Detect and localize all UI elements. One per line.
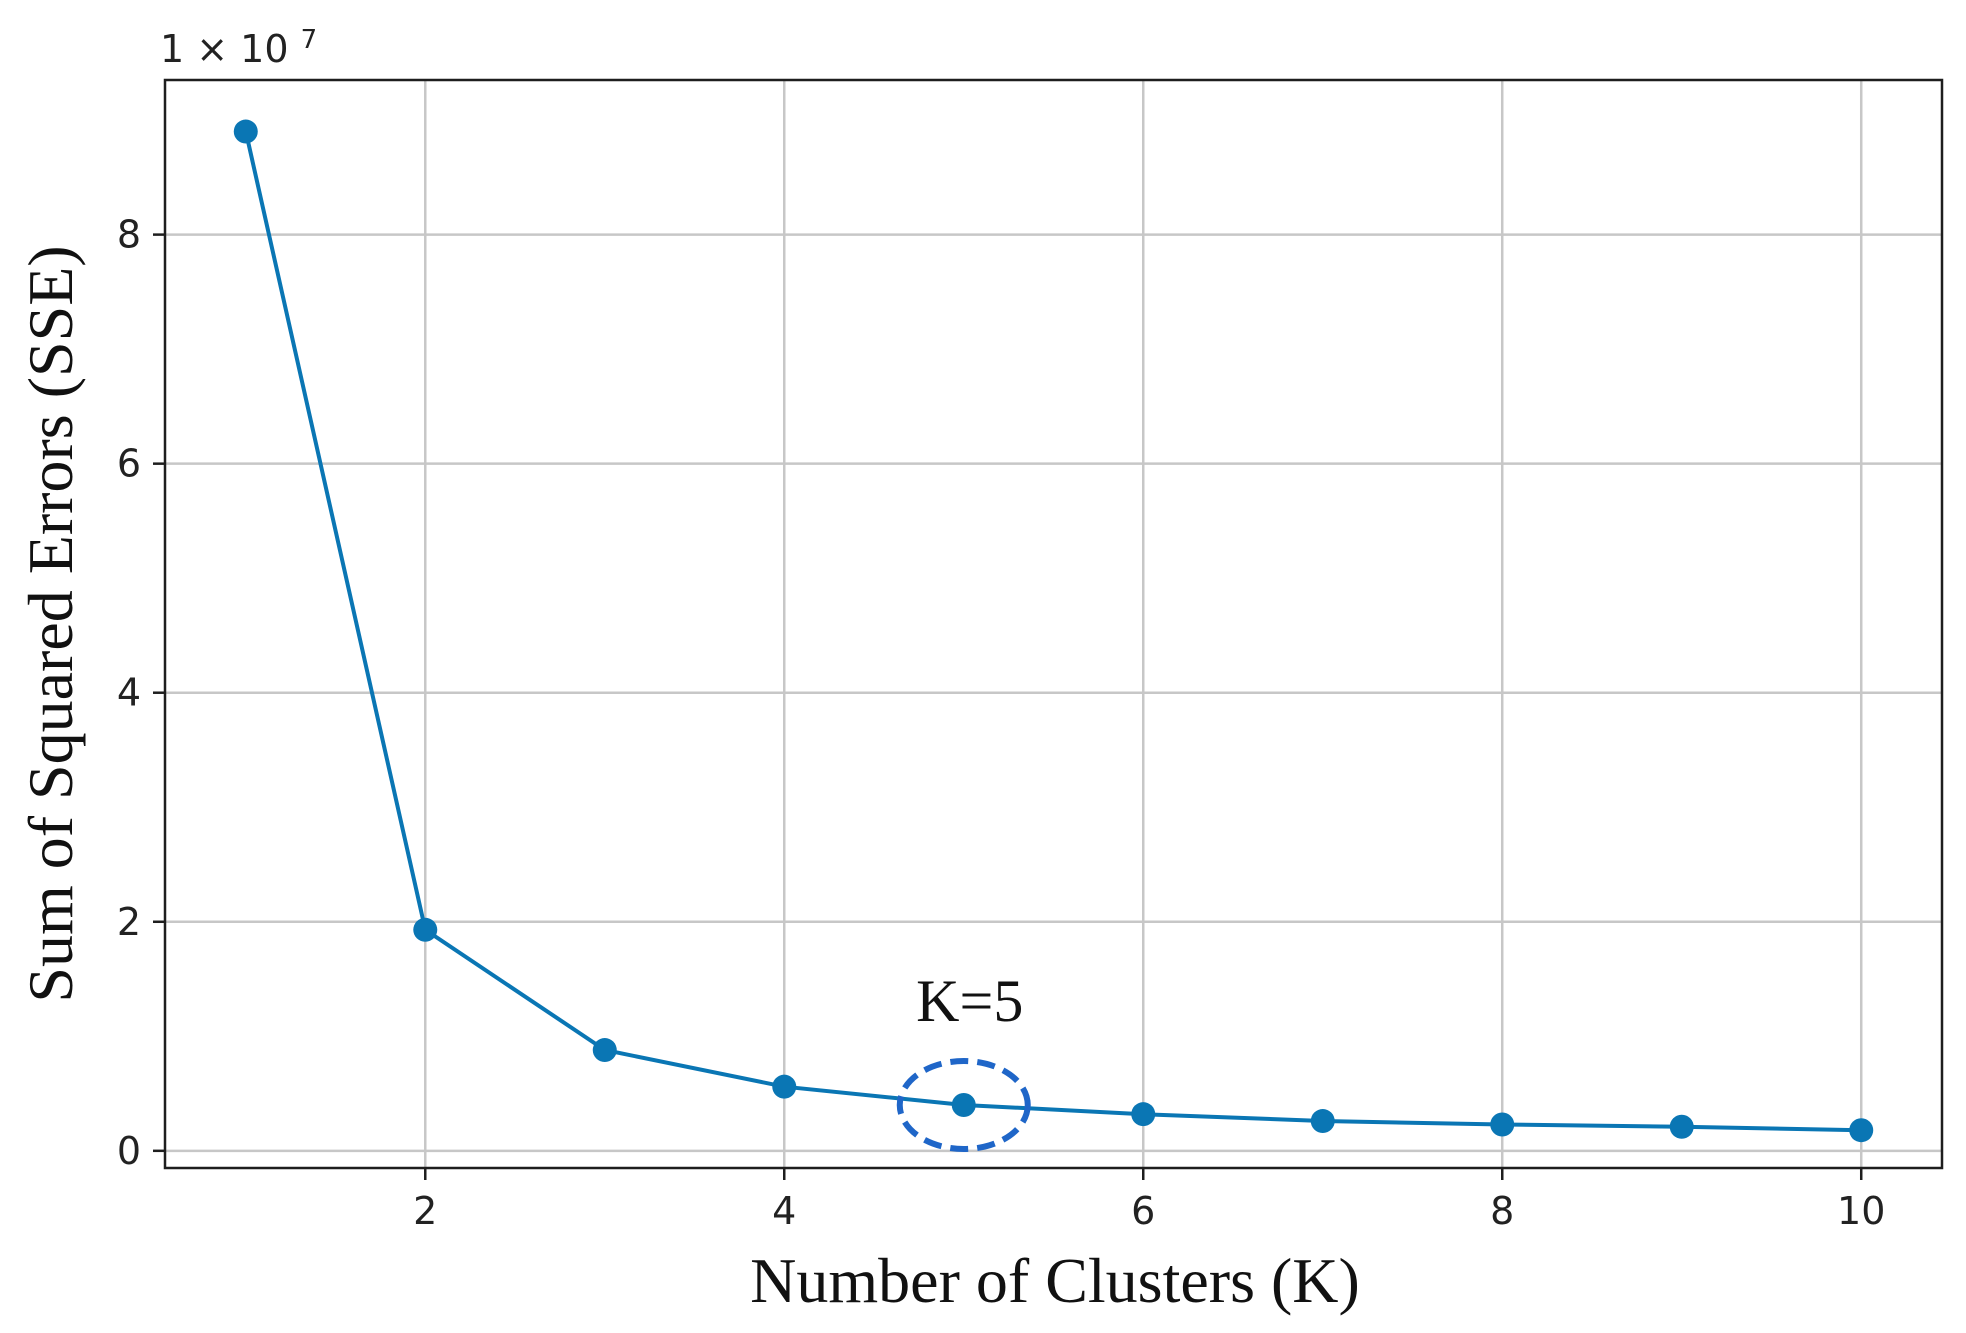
y-tick-label: 2 xyxy=(117,900,141,944)
k5-annotation-ellipse xyxy=(896,1058,1031,1153)
x-tick-label: 8 xyxy=(1490,1189,1514,1233)
k5-annotation-label: K=5 xyxy=(916,968,1023,1034)
sse-data-point xyxy=(1490,1112,1515,1137)
sse-data-point xyxy=(1310,1109,1335,1134)
ticks-layer: 2 4 6 8 10 0 2 4 6 8 xyxy=(117,213,1886,1233)
y-tick-label: 8 xyxy=(117,213,141,257)
sse-data-point xyxy=(233,119,258,144)
x-tick-label: 10 xyxy=(1837,1189,1885,1233)
x-tick-label: 4 xyxy=(772,1189,796,1233)
sse-data-point xyxy=(413,917,438,942)
sse-data-point xyxy=(1669,1114,1694,1139)
sse-data-point xyxy=(1849,1118,1874,1143)
y-axis-offset-exponent: 7 xyxy=(301,25,318,55)
grid-layer xyxy=(165,80,1942,1168)
y-tick-label: 0 xyxy=(117,1129,141,1173)
y-tick-label: 4 xyxy=(117,671,141,715)
points-layer xyxy=(233,119,1874,1143)
sse-data-point xyxy=(772,1074,797,1099)
y-tick-label: 6 xyxy=(117,442,141,486)
y-axis-offset-base: 1 × 10 xyxy=(160,27,289,71)
y-axis-title: Sum of Squared Errors (SSE) xyxy=(15,245,86,1002)
sse-data-point xyxy=(592,1038,617,1063)
y-axis-offset-label: 1 × 10 7 xyxy=(160,25,317,71)
plot-frame xyxy=(163,78,1944,1170)
x-axis-title: Number of Clusters (K) xyxy=(750,1245,1360,1316)
sse-data-point xyxy=(1131,1102,1156,1127)
sse-data-point xyxy=(951,1093,976,1118)
sse-series-line xyxy=(243,131,1862,1133)
x-tick-label: 2 xyxy=(413,1189,437,1233)
x-tick-label: 6 xyxy=(1131,1189,1155,1233)
